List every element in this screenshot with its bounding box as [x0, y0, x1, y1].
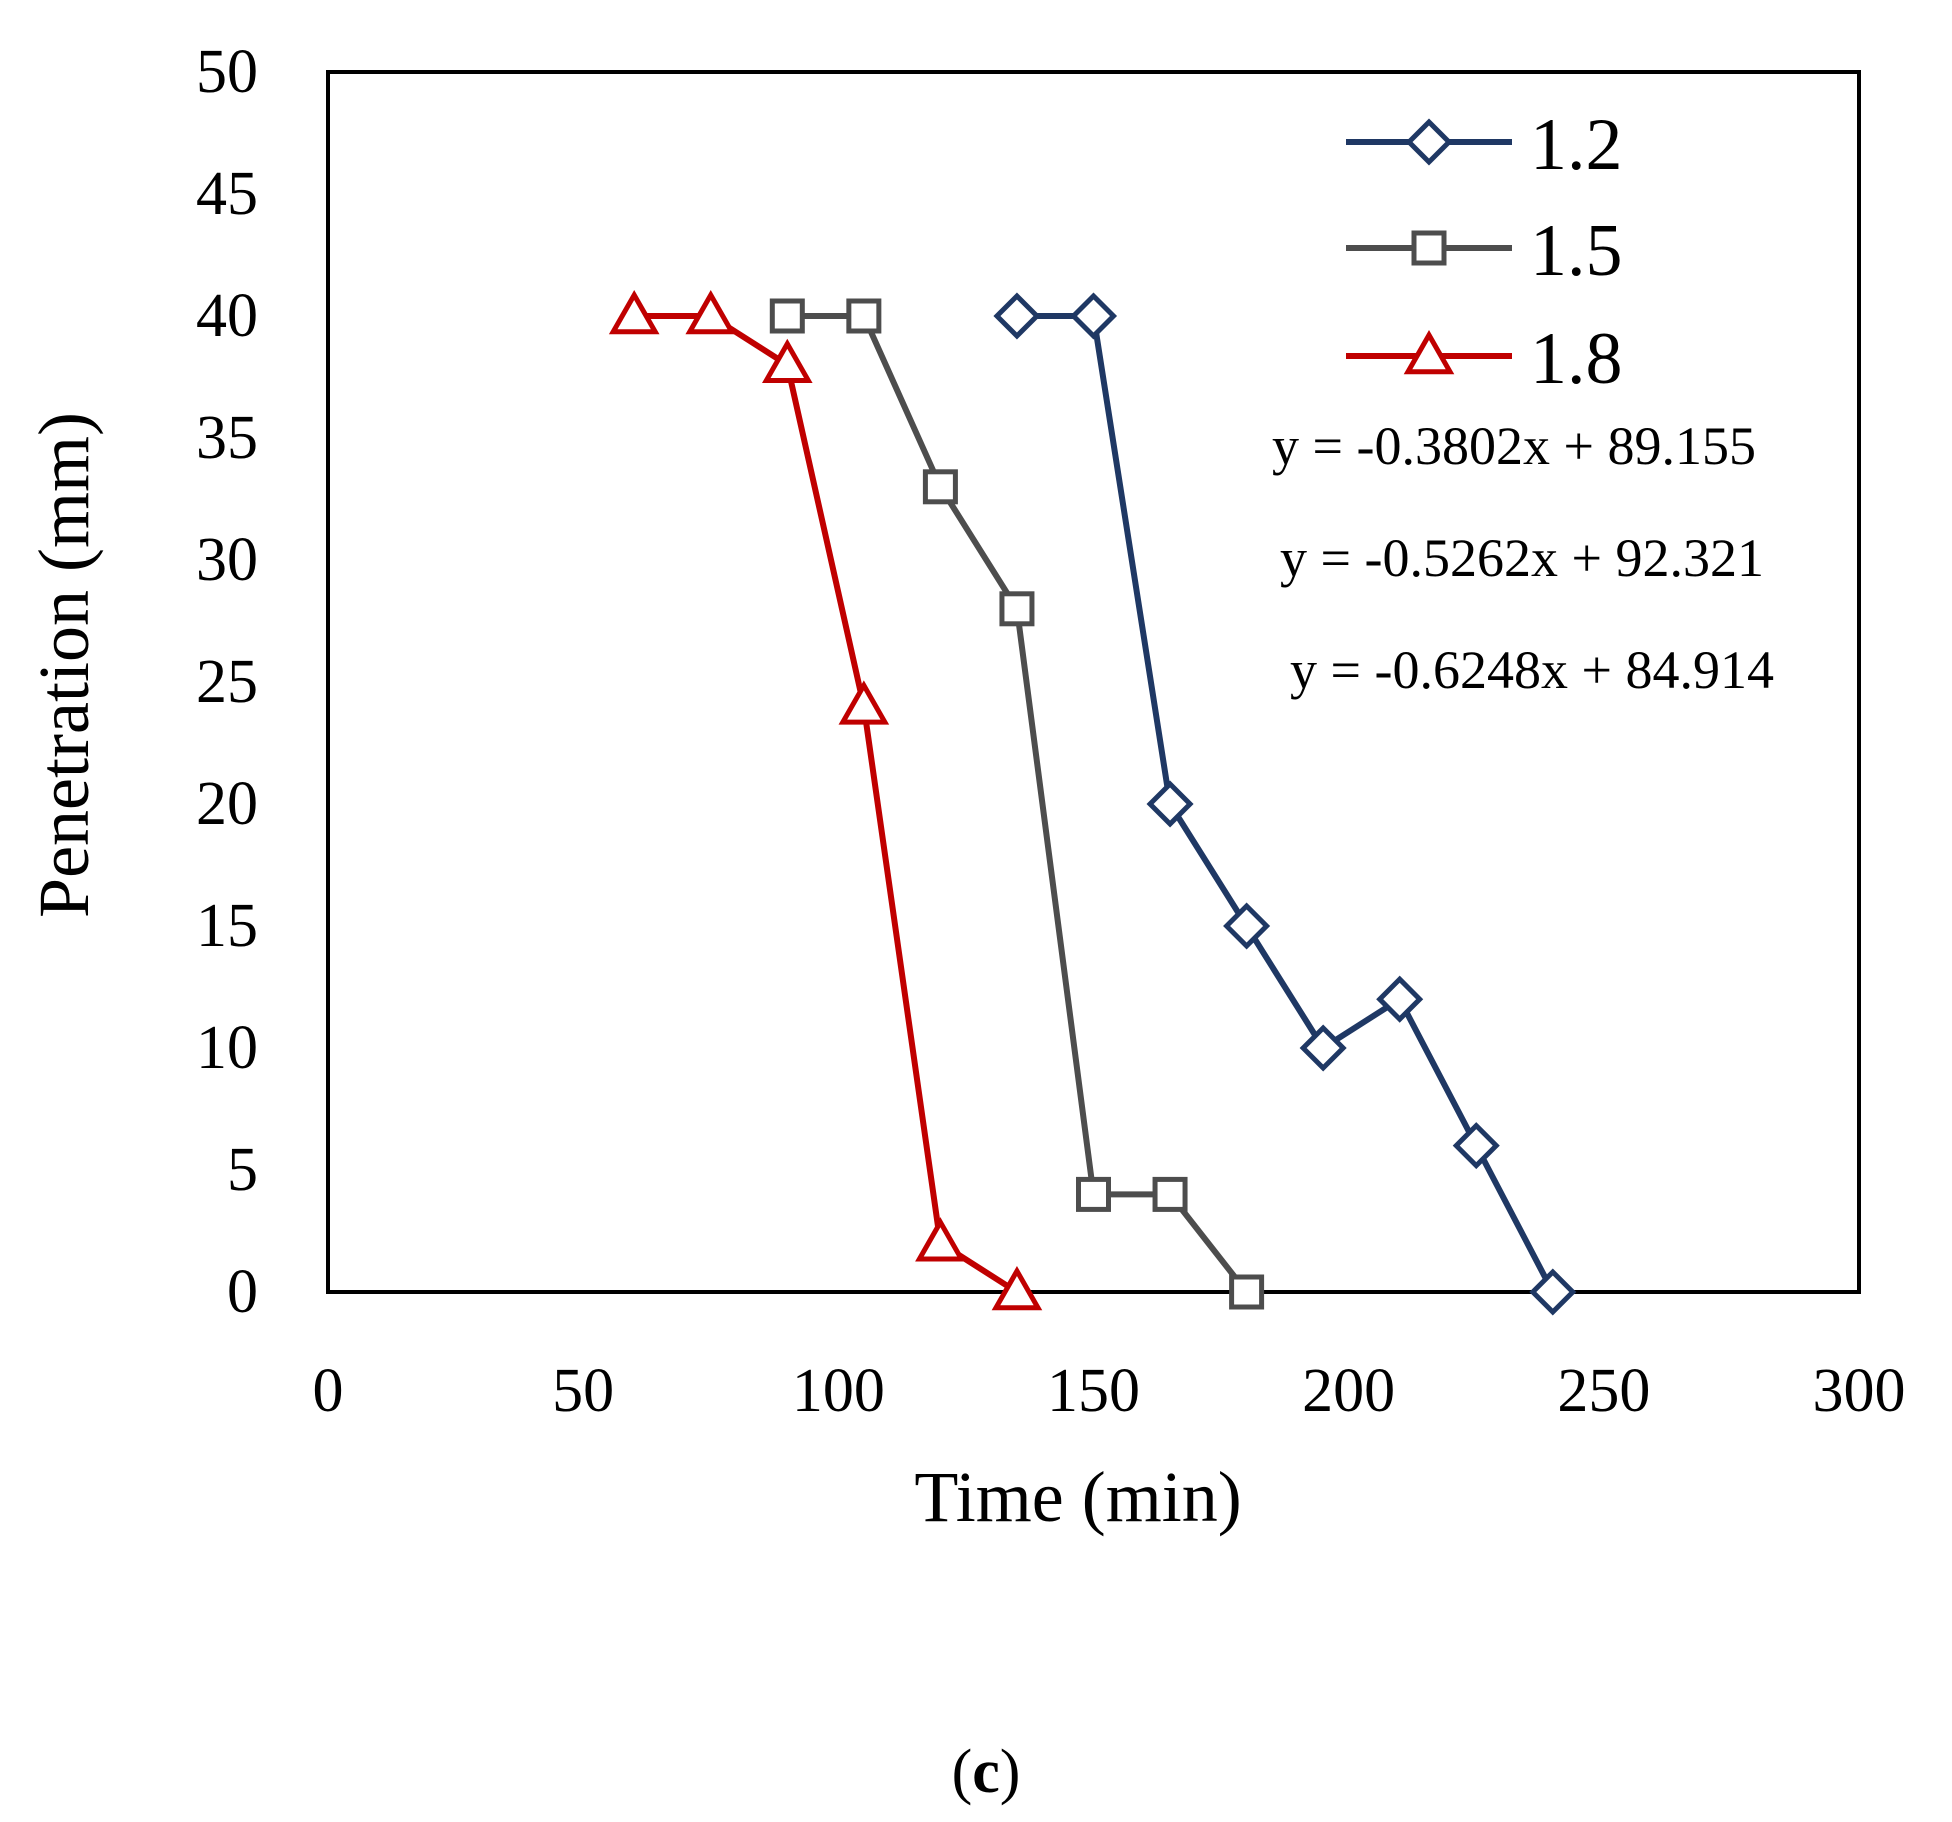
data-point-1.2-195	[1299, 1024, 1347, 1072]
x-tick-label-200: 200	[1302, 1357, 1395, 1425]
y-tick-label-30: 30	[196, 526, 258, 594]
series-group	[608, 289, 1577, 1316]
y-tick-label-40: 40	[196, 282, 258, 350]
legend-label-1.2: 1.2	[1530, 104, 1623, 186]
x-axis-title: Time (min)	[914, 1457, 1241, 1537]
plot-frame	[326, 70, 1861, 1294]
x-tick-label-150: 150	[1047, 1357, 1140, 1425]
trendline-equation-1: y = -0.3802x + 89.155	[1272, 416, 1756, 476]
data-point-1.8-90	[761, 338, 813, 384]
x-tick-label-0: 0	[313, 1357, 344, 1425]
legend-item-1.5: 1.5	[1346, 210, 1623, 292]
y-tick-label-10: 10	[196, 1014, 258, 1082]
data-point-1.5-90	[769, 298, 805, 334]
trendline-equation-3: y = -0.6248x + 84.914	[1290, 640, 1774, 700]
legend-item-1.2: 1.2	[1346, 104, 1623, 186]
legend-label-1.8: 1.8	[1530, 318, 1623, 400]
figure-caption: (c)	[952, 1738, 1021, 1806]
data-point-1.5-105	[846, 298, 882, 334]
data-point-1.8-135	[991, 1265, 1043, 1311]
y-axis-ticks: 0 5 10 15 20 25 30 35 40 45 50	[196, 38, 258, 1326]
data-point-1.2-210	[1376, 975, 1424, 1023]
y-tick-label-20: 20	[196, 770, 258, 838]
data-point-1.2-165	[1146, 780, 1194, 828]
data-point-1.5-165	[1152, 1176, 1188, 1212]
legend-label-1.5: 1.5	[1530, 210, 1623, 292]
data-point-1.5-180	[1229, 1274, 1265, 1310]
x-axis-ticks: 0 50 100 150 200 250 300	[313, 1357, 1906, 1425]
x-tick-label-100: 100	[792, 1357, 885, 1425]
data-point-1.2-135	[993, 292, 1041, 340]
data-point-1.2-180	[1223, 902, 1271, 950]
legend-item-1.8: 1.8	[1346, 318, 1623, 400]
x-tick-label-250: 250	[1557, 1357, 1650, 1425]
data-point-1.2-150	[1069, 292, 1118, 340]
x-tick-label-50: 50	[552, 1357, 614, 1425]
trendline-equation-2: y = -0.5262x + 92.321	[1280, 528, 1764, 588]
data-point-1.5-135	[999, 591, 1035, 627]
series-line-1.2	[1016, 313, 1556, 1294]
data-point-1.5-120	[922, 469, 958, 505]
legend-marker-1.2	[1405, 118, 1453, 166]
series-1.2	[993, 292, 1577, 1316]
series-1.8	[608, 289, 1043, 1311]
data-point-1.8-75	[685, 289, 737, 335]
y-axis-title: Penetration (mm)	[24, 412, 104, 918]
data-point-1.2-225	[1452, 1122, 1500, 1170]
legend-marker-1.8	[1403, 329, 1455, 375]
caption-close-paren: )	[1000, 1738, 1021, 1806]
y-tick-label-0: 0	[227, 1258, 258, 1326]
data-point-1.5-150	[1076, 1176, 1111, 1212]
trendline-equations: y = -0.3802x + 89.155 y = -0.5262x + 92.3…	[1272, 416, 1774, 700]
x-tick-label-300: 300	[1813, 1357, 1906, 1425]
data-point-1.8-105	[838, 680, 890, 725]
y-tick-label-45: 45	[196, 160, 258, 228]
series-1.5	[769, 298, 1265, 1310]
legend: 1.2 1.5 1.8	[1346, 104, 1623, 400]
data-point-1.2-240	[1529, 1268, 1577, 1316]
y-tick-label-35: 35	[196, 404, 258, 472]
legend-marker-1.5	[1411, 230, 1447, 266]
y-tick-label-5: 5	[227, 1136, 258, 1204]
caption-open-paren: (	[952, 1738, 973, 1806]
data-point-1.8-120	[915, 1217, 966, 1262]
data-point-1.8-60	[608, 289, 660, 335]
y-tick-label-25: 25	[196, 648, 258, 716]
caption-letter: c	[972, 1738, 1000, 1806]
y-tick-label-50: 50	[196, 38, 258, 106]
y-tick-label-15: 15	[196, 892, 258, 960]
